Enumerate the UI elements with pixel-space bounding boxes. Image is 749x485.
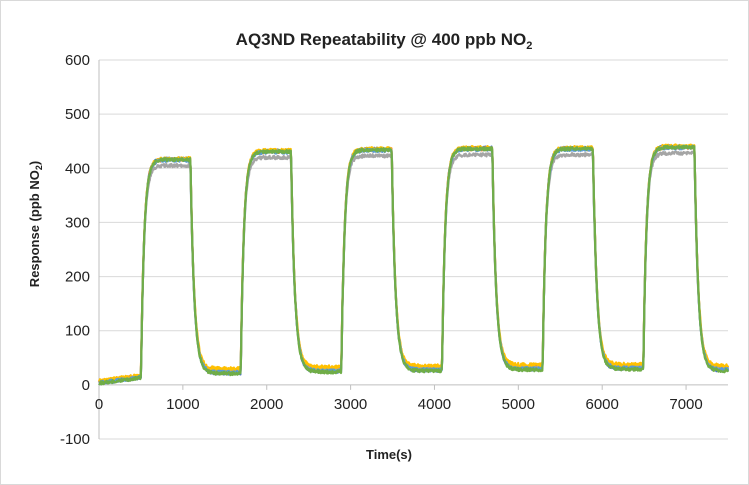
x-tick-label: 1000 (166, 396, 199, 413)
x-tick-label: 7000 (669, 396, 702, 413)
x-tick-label: 5000 (502, 396, 535, 413)
x-axis-title: Time(s) (366, 447, 412, 462)
y-tick-label: 200 (65, 269, 90, 286)
gridlines (99, 59, 728, 440)
series-line (98, 144, 730, 386)
axes (98, 60, 728, 439)
y-tick-label: 0 (82, 377, 90, 394)
y-tick-label: 400 (65, 160, 90, 177)
x-tick-label: 4000 (418, 396, 451, 413)
y-tick-labels: -100 0 100 200 300 400 500 600 (60, 52, 90, 448)
series-lines (97, 143, 730, 386)
y-tick-label: 300 (65, 214, 90, 231)
y-tick-label: 100 (65, 323, 90, 340)
y-tick-label: 600 (65, 52, 90, 69)
series-line (98, 143, 730, 384)
x-tick-label: 2000 (250, 396, 283, 413)
x-tick-label: 3000 (334, 396, 367, 413)
chart-title: AQ3ND Repeatability @ 400 ppb NO2 (236, 30, 533, 52)
x-tick-label: 0 (95, 396, 103, 413)
y-axis-title: Response (ppb NO2) (27, 161, 44, 287)
y-tick-label: -100 (60, 431, 90, 448)
y-tick-label: 500 (65, 106, 90, 123)
x-tick-label: 6000 (586, 396, 619, 413)
x-tick-labels: 0 1000 2000 3000 4000 5000 6000 7000 (95, 384, 703, 413)
